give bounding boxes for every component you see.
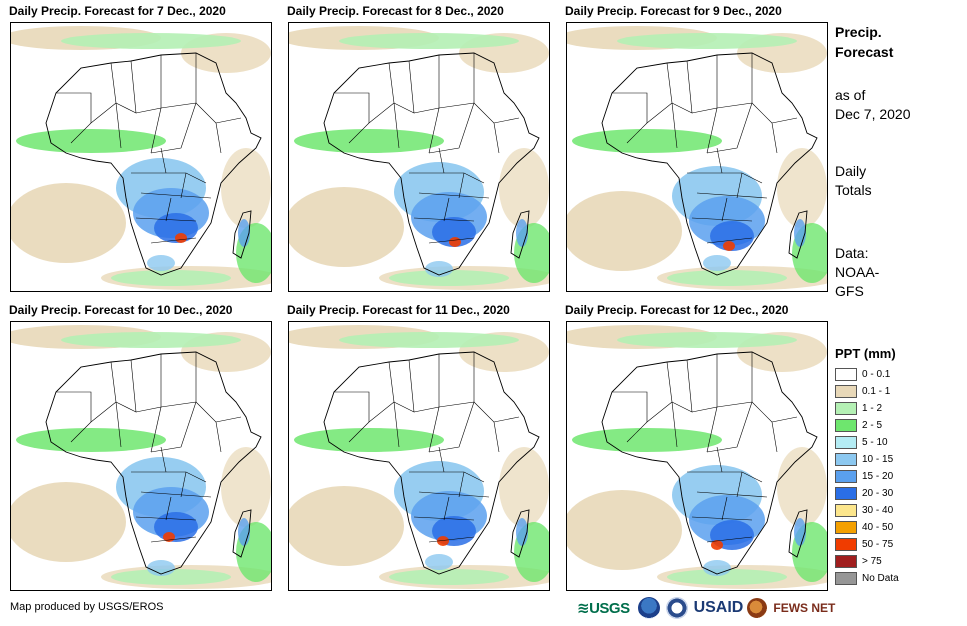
legend-item: > 75 (835, 553, 899, 570)
legend-swatch (835, 385, 857, 398)
legend-item: 0.1 - 1 (835, 383, 899, 400)
precip-map (288, 321, 550, 591)
as-of-value: Dec 7, 2020 (835, 106, 911, 122)
forecast-panel-5: Daily Precip. Forecast for 11 Dec., 2020 (287, 303, 550, 593)
forecast-panel-3: Daily Precip. Forecast for 9 Dec., 2020 (565, 4, 828, 294)
legend: PPT (mm) 0 - 0.1 0.1 - 1 1 - 2 2 - 5 5 - 10 1… (835, 346, 899, 587)
panel-title: Daily Precip. Forecast for 11 Dec., 2020 (287, 303, 510, 317)
precip-map (10, 321, 272, 591)
legend-swatch (835, 470, 857, 483)
legend-swatch (835, 555, 857, 568)
as-of-label: as of (835, 87, 866, 103)
legend-swatch (835, 521, 857, 534)
legend-item: 2 - 5 (835, 417, 899, 434)
legend-rows: 0 - 0.1 0.1 - 1 1 - 2 2 - 5 5 - 10 10 - 15 15 … (835, 366, 899, 587)
precip-map (10, 22, 272, 292)
as-of-date: as of Dec 7, 2020 (835, 86, 911, 124)
legend-swatch (835, 436, 857, 449)
legend-title: PPT (mm) (835, 346, 896, 361)
data-source-line1: Data: (835, 245, 869, 261)
legend-label: 5 - 10 (862, 437, 888, 448)
legend-item: 30 - 40 (835, 502, 899, 519)
legend-item: 15 - 20 (835, 468, 899, 485)
usaid-seal-icon (665, 597, 688, 619)
legend-swatch (835, 368, 857, 381)
fews-net-logo: FEWS NET (773, 601, 836, 615)
side-title-line2: Forecast (835, 44, 894, 60)
legend-label: > 75 (862, 556, 882, 567)
legend-label: 40 - 50 (862, 522, 894, 533)
data-source-line3: GFS (835, 283, 864, 299)
forecast-panel-4: Daily Precip. Forecast for 10 Dec., 2020 (9, 303, 272, 593)
totals-note: Daily Totals (835, 162, 872, 200)
legend-label: 1 - 2 (862, 403, 883, 414)
legend-item: 1 - 2 (835, 400, 899, 417)
legend-label: 50 - 75 (862, 539, 894, 550)
totals-line2: Totals (835, 182, 872, 198)
legend-label: 10 - 15 (862, 454, 894, 465)
forecast-panel-2: Daily Precip. Forecast for 8 Dec., 2020 (287, 4, 550, 294)
legend-swatch (835, 402, 857, 415)
legend-item: 50 - 75 (835, 536, 899, 553)
usaid-logo: USAID (693, 599, 744, 616)
legend-swatch (835, 538, 857, 551)
legend-label: 0.1 - 1 (862, 386, 891, 397)
noaa-logo-icon (637, 597, 660, 619)
legend-swatch (835, 419, 857, 432)
legend-item: 10 - 15 (835, 451, 899, 468)
totals-line1: Daily (835, 163, 867, 179)
agency-logos: ≋USGS USAID FEWS NET (577, 594, 835, 622)
legend-label: No Data (862, 573, 899, 584)
panel-title: Daily Precip. Forecast for 9 Dec., 2020 (565, 4, 782, 18)
data-source-line2: NOAA- (835, 264, 880, 280)
fews-net-globe-icon (747, 598, 768, 618)
panel-title: Daily Precip. Forecast for 8 Dec., 2020 (287, 4, 504, 18)
usgs-logo: ≋USGS (577, 600, 630, 617)
panel-title: Daily Precip. Forecast for 12 Dec., 2020 (565, 303, 789, 317)
forecast-panel-1: Daily Precip. Forecast for 7 Dec., 2020 (9, 4, 272, 294)
panel-title: Daily Precip. Forecast for 10 Dec., 2020 (9, 303, 233, 317)
legend-label: 0 - 0.1 (862, 369, 891, 380)
legend-label: 15 - 20 (862, 471, 894, 482)
precip-map (566, 321, 828, 591)
legend-label: 30 - 40 (862, 505, 894, 516)
precip-map (288, 22, 550, 292)
data-source: Data: NOAA- GFS (835, 244, 879, 301)
legend-item: 5 - 10 (835, 434, 899, 451)
legend-item: No Data (835, 570, 899, 587)
legend-label: 20 - 30 (862, 488, 894, 499)
legend-swatch (835, 504, 857, 517)
legend-swatch (835, 487, 857, 500)
side-title: Precip. Forecast (835, 22, 893, 62)
legend-item: 40 - 50 (835, 519, 899, 536)
forecast-panel-6: Daily Precip. Forecast for 12 Dec., 2020 (565, 303, 828, 593)
panel-title: Daily Precip. Forecast for 7 Dec., 2020 (9, 4, 226, 18)
legend-swatch (835, 453, 857, 466)
legend-item: 0 - 0.1 (835, 366, 899, 383)
legend-item: 20 - 30 (835, 485, 899, 502)
precip-map (566, 22, 828, 292)
side-title-line1: Precip. (835, 24, 882, 40)
legend-label: 2 - 5 (862, 420, 883, 431)
map-credit: Map produced by USGS/EROS (10, 601, 164, 613)
legend-swatch (835, 572, 857, 585)
